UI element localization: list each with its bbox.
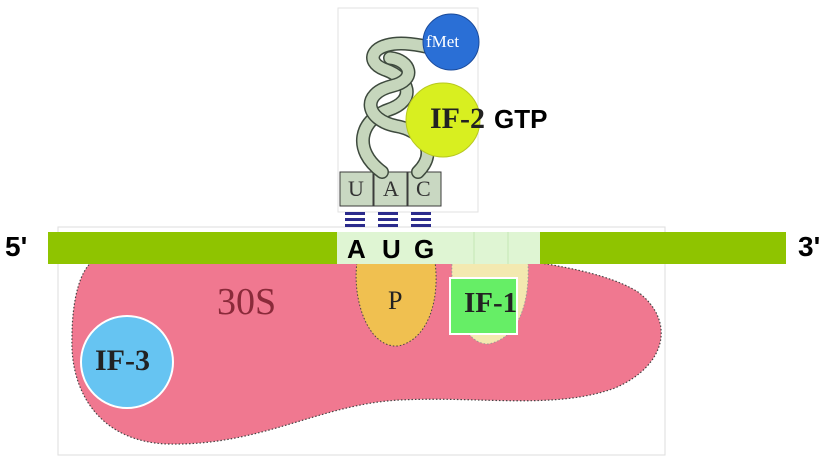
p-site-pocket xyxy=(355,261,437,347)
if2-label: IF-2 xyxy=(430,102,485,135)
anticodon-base-3: C xyxy=(416,176,431,201)
gtp-label: GTP xyxy=(494,104,548,134)
anticodon-base-2: A xyxy=(383,176,399,201)
codon-base-1: A xyxy=(347,234,366,264)
codon-highlight-box xyxy=(337,232,540,264)
if2-circle xyxy=(405,82,481,158)
if3-circle xyxy=(80,315,174,409)
five-prime-label: 5' xyxy=(5,231,28,262)
fmet-circle xyxy=(422,13,480,71)
anticodon-box-1 xyxy=(339,171,374,207)
if1-label: IF-1 xyxy=(464,287,518,319)
base-pair-bars xyxy=(345,212,431,227)
if3-label: IF-3 xyxy=(95,344,150,377)
if1-box xyxy=(449,277,518,335)
trna-body xyxy=(356,36,455,179)
anticodon-base-1: U xyxy=(348,176,364,201)
p-site-label: P xyxy=(388,286,403,315)
30s-label: 30S xyxy=(217,281,277,323)
anticodon-box-3 xyxy=(407,171,442,207)
fmet-label: fMet xyxy=(426,32,460,51)
three-prime-label: 3' xyxy=(798,231,821,262)
codon-base-3: G xyxy=(414,234,435,264)
codon-base-2: U xyxy=(382,234,401,264)
